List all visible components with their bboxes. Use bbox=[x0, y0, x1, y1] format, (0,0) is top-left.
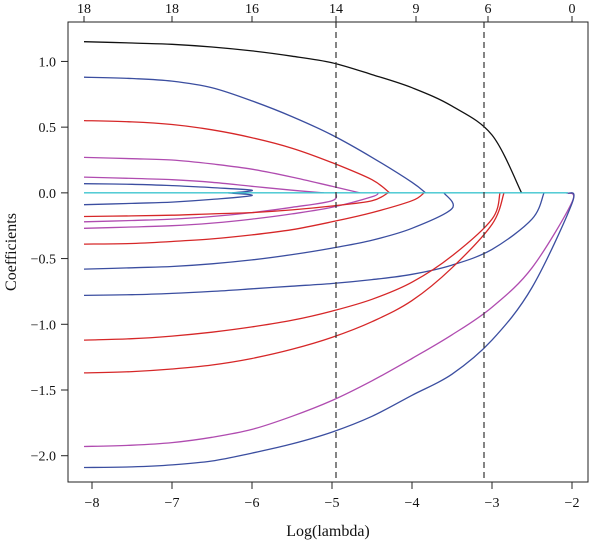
top-tick-label: 6 bbox=[485, 2, 492, 17]
x-tick-label: −7 bbox=[165, 496, 180, 511]
coefficient-series-4 bbox=[83, 156, 361, 194]
top-tick-label: 18 bbox=[77, 2, 91, 17]
top-tick-label: 0 bbox=[569, 2, 576, 17]
y-tick-label: −1.5 bbox=[31, 384, 56, 399]
plot-frame bbox=[67, 21, 589, 483]
y-tick-label: −2.0 bbox=[31, 450, 56, 465]
top-tick-label: 14 bbox=[329, 2, 343, 17]
y-tick-label: 0.5 bbox=[39, 121, 57, 136]
coefficient-series-11 bbox=[83, 192, 425, 245]
y-tick-label: −0.5 bbox=[31, 253, 56, 268]
coefficient-series-3 bbox=[83, 119, 391, 194]
coefficient-series-16 bbox=[83, 192, 575, 448]
y-axis-title: Coefficients bbox=[3, 213, 20, 291]
top-tick-label: 18 bbox=[165, 2, 179, 17]
series-layer bbox=[83, 41, 575, 469]
x-tick-label: −8 bbox=[85, 496, 100, 511]
coefficient-series-6 bbox=[83, 183, 253, 194]
coefficient-series-15 bbox=[83, 192, 505, 374]
coefficient-series-14 bbox=[83, 192, 501, 341]
x-tick-label: −4 bbox=[405, 496, 420, 511]
coefficient-series-10 bbox=[83, 192, 389, 218]
x-tick-label: −2 bbox=[565, 496, 580, 511]
coefficient-series-9 bbox=[83, 192, 379, 229]
x-tick-label: −6 bbox=[245, 496, 260, 511]
coefficient-series-17 bbox=[83, 192, 575, 469]
coefficient-series-5 bbox=[83, 176, 325, 194]
coefficient-series-12 bbox=[83, 192, 454, 270]
y-tick-label: 0.0 bbox=[39, 187, 57, 202]
coefficient-series-8 bbox=[83, 192, 338, 223]
x-tick-label: −3 bbox=[485, 496, 500, 511]
coefficient-series-7 bbox=[83, 192, 253, 206]
x-tick-label: −5 bbox=[325, 496, 340, 511]
axis-layer: −8 −7 −6 −5 −4 −3 −2 −2.0 −1.5 −1.0 −0.5 0.0 0.5 1.0 1… bbox=[31, 2, 580, 511]
y-tick-label: 1.0 bbox=[39, 55, 57, 70]
x-axis-title: Log(lambda) bbox=[286, 523, 370, 540]
coefficient-series-13 bbox=[83, 192, 545, 297]
top-tick-label: 9 bbox=[413, 2, 420, 17]
coefficient-series-2 bbox=[83, 76, 427, 194]
vline-layer bbox=[335, 22, 485, 482]
coefficient-series-1 bbox=[83, 41, 523, 194]
y-tick-label: −1.0 bbox=[31, 318, 56, 333]
top-tick-label: 16 bbox=[245, 2, 259, 17]
